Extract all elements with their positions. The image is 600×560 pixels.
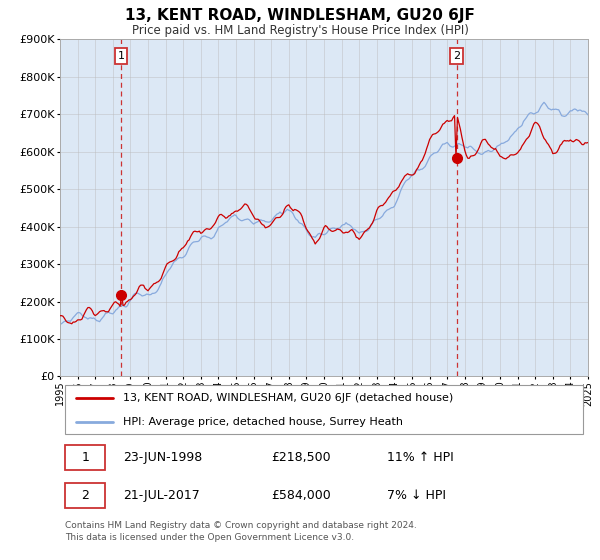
Text: £218,500: £218,500 (271, 451, 331, 464)
Text: 2: 2 (82, 489, 89, 502)
Text: 1: 1 (118, 51, 125, 61)
Text: 1: 1 (82, 451, 89, 464)
Text: 13, KENT ROAD, WINDLESHAM, GU20 6JF (detached house): 13, KENT ROAD, WINDLESHAM, GU20 6JF (det… (124, 393, 454, 403)
Text: 7% ↓ HPI: 7% ↓ HPI (388, 489, 446, 502)
FancyBboxPatch shape (65, 385, 583, 434)
Text: 21-JUL-2017: 21-JUL-2017 (124, 489, 200, 502)
Text: 2: 2 (453, 51, 460, 61)
FancyBboxPatch shape (65, 445, 105, 470)
Text: £584,000: £584,000 (271, 489, 331, 502)
Text: 13, KENT ROAD, WINDLESHAM, GU20 6JF: 13, KENT ROAD, WINDLESHAM, GU20 6JF (125, 8, 475, 24)
Text: Contains HM Land Registry data © Crown copyright and database right 2024.
This d: Contains HM Land Registry data © Crown c… (65, 521, 417, 542)
Text: Price paid vs. HM Land Registry's House Price Index (HPI): Price paid vs. HM Land Registry's House … (131, 24, 469, 36)
Text: 11% ↑ HPI: 11% ↑ HPI (388, 451, 454, 464)
Text: 23-JUN-1998: 23-JUN-1998 (124, 451, 203, 464)
FancyBboxPatch shape (65, 483, 105, 508)
Text: HPI: Average price, detached house, Surrey Heath: HPI: Average price, detached house, Surr… (124, 417, 403, 427)
